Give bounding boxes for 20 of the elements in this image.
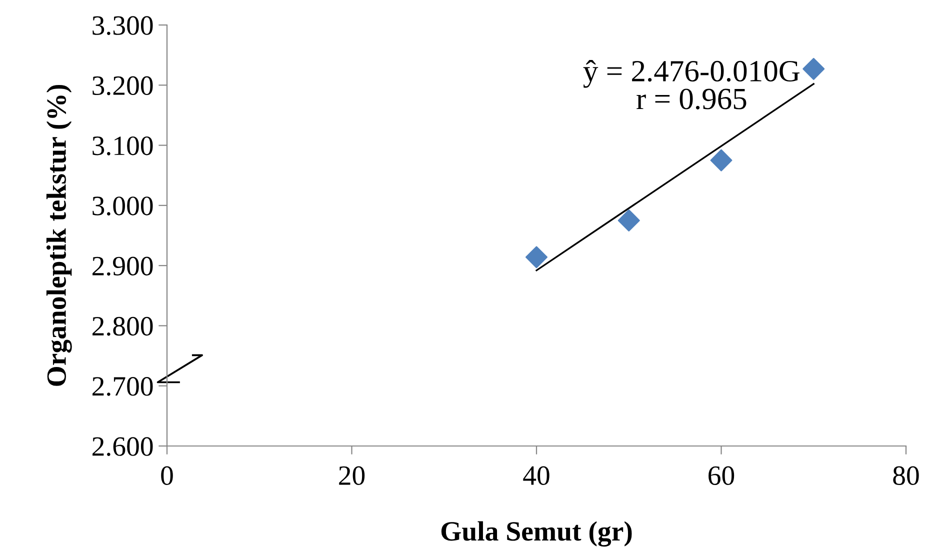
point — [618, 209, 640, 232]
x-tick-label: 40 — [523, 466, 550, 485]
y-tick-label: 2.900 — [92, 256, 153, 276]
y-axis-title: Organoleptik tekstur (%) — [46, 84, 72, 386]
annotation: ŷ = 2.476-0.010G r = 0.965 — [583, 60, 800, 110]
x-tick-label: 60 — [708, 466, 734, 485]
y-tick-label: 2.600 — [92, 437, 153, 456]
y-tick-label: 2.800 — [92, 316, 153, 336]
y-tick-label: 3.300 — [92, 16, 153, 36]
x-tick-label: 0 — [161, 466, 173, 485]
point — [710, 149, 732, 172]
y-tick-label: 2.700 — [92, 377, 153, 396]
x-axis-title: Gula Semut (gr) — [441, 521, 632, 547]
y-tick-label: 3.100 — [92, 136, 153, 156]
point — [526, 246, 548, 268]
x-tick-label: 20 — [339, 466, 365, 485]
y-tick-label: 3.000 — [92, 196, 153, 216]
point — [802, 58, 825, 80]
x-tick-label: 80 — [893, 466, 919, 485]
y-tick-label: 3.200 — [92, 76, 153, 96]
